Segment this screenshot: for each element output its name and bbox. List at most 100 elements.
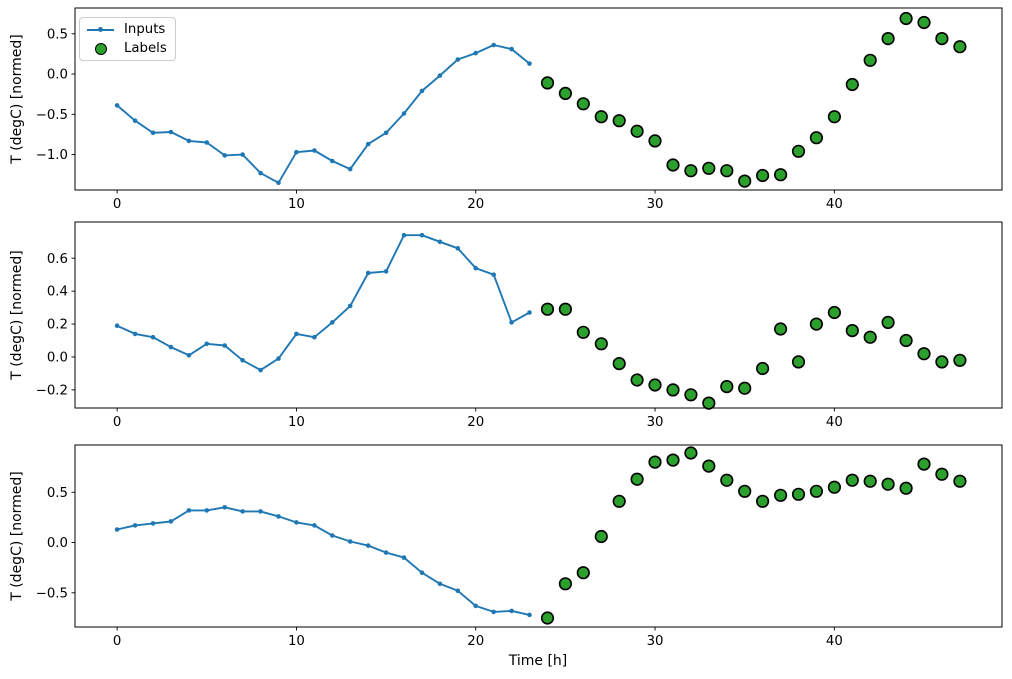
x-tick-label: 0 <box>113 415 121 430</box>
inputs-marker <box>491 272 497 278</box>
y-tick-label: −0.5 <box>36 586 68 601</box>
labels-point <box>827 110 842 124</box>
inputs-marker <box>383 130 389 136</box>
x-tick-label: 30 <box>647 634 664 649</box>
inputs-marker <box>437 239 443 245</box>
inputs-marker <box>222 505 227 510</box>
inputs-marker <box>401 232 407 238</box>
legend-label-inputs: Inputs <box>124 22 166 37</box>
inputs-marker <box>258 509 263 514</box>
inputs-marker <box>186 138 192 144</box>
axes-frame-subplot-1 <box>74 7 1003 191</box>
x-tick-label: 10 <box>288 634 305 649</box>
labels-point <box>899 481 913 495</box>
x-tick-label: 30 <box>647 197 664 212</box>
labels-point <box>558 86 573 100</box>
labels-point <box>702 459 716 473</box>
inputs-marker <box>276 180 281 186</box>
labels-point <box>720 473 734 487</box>
inputs-marker <box>294 520 299 525</box>
inputs-marker <box>204 140 210 145</box>
labels-point <box>845 473 859 487</box>
inputs-marker <box>419 88 425 94</box>
labels-point <box>809 131 824 145</box>
inputs-marker <box>347 303 353 309</box>
x-axis-label: Time [h] <box>508 653 568 669</box>
labels-point <box>666 158 680 172</box>
inputs-marker <box>132 331 138 337</box>
x-tick-label: 0 <box>113 634 121 649</box>
inputs-marker <box>114 323 120 329</box>
inputs-marker <box>276 514 281 519</box>
y-tick-label: 0.5 <box>47 27 68 42</box>
x-tick-label: 40 <box>826 634 843 649</box>
labels-point <box>576 325 590 339</box>
legend-label-labels: Labels <box>124 41 167 56</box>
labels-point <box>594 110 608 124</box>
labels-point <box>720 380 734 394</box>
labels-point <box>827 480 842 494</box>
labels-point <box>612 357 626 371</box>
inputs-marker <box>419 570 425 575</box>
axes-frame-subplot-3 <box>74 444 1003 628</box>
legend-item-labels: Labels <box>87 39 169 58</box>
x-tick-label: 40 <box>826 415 843 430</box>
inputs-marker <box>240 509 245 514</box>
labels-point <box>773 488 788 502</box>
y-tick-label: 0.2 <box>47 318 68 333</box>
legend-item-inputs: Inputs <box>87 20 169 39</box>
inputs-marker <box>527 61 532 66</box>
labels-point <box>666 383 680 397</box>
labels-point <box>917 347 931 361</box>
inputs-marker <box>312 523 317 528</box>
labels-point <box>755 494 770 508</box>
inputs-marker <box>330 320 335 325</box>
labels-point <box>648 378 662 392</box>
inputs-marker <box>527 612 532 618</box>
labels-point <box>863 330 877 344</box>
inputs-marker <box>168 129 174 135</box>
inputs-marker <box>491 609 497 615</box>
labels-point <box>845 77 859 92</box>
inputs-marker <box>294 331 299 337</box>
labels-point <box>791 144 806 158</box>
y-axis-label-subplot-1: T (degC) [normed] <box>9 34 25 164</box>
labels-point <box>881 315 895 330</box>
labels-point <box>917 15 931 30</box>
inputs-marker <box>294 149 299 155</box>
y-tick-label: 0.0 <box>47 351 68 366</box>
inputs-marker <box>509 320 514 325</box>
labels-point <box>558 302 573 316</box>
labels-point <box>881 31 895 46</box>
inputs-line <box>116 234 530 372</box>
labels-point <box>809 484 824 498</box>
labels-circle-swatch <box>87 42 114 55</box>
inputs-marker <box>401 555 407 560</box>
inputs-line-icon <box>87 27 114 32</box>
inputs-marker <box>509 46 514 52</box>
y-tick-label: 0.4 <box>47 285 68 300</box>
labels-point <box>594 337 608 351</box>
labels-point <box>540 76 555 90</box>
inputs-marker <box>365 543 371 548</box>
labels-point <box>791 355 806 369</box>
y-tick-label: 0.0 <box>47 68 68 83</box>
labels-point <box>773 322 788 336</box>
x-tick-label: 40 <box>826 197 843 212</box>
labels-point <box>558 577 573 591</box>
labels-point <box>827 305 842 320</box>
inputs-marker <box>204 341 210 347</box>
inputs-line <box>116 506 530 616</box>
inputs-line-swatch <box>87 27 114 32</box>
inputs-marker <box>347 539 353 544</box>
labels-point <box>953 474 967 488</box>
inputs-marker <box>401 111 407 116</box>
inputs-marker <box>527 310 532 315</box>
inputs-marker <box>222 153 227 158</box>
labels-point <box>540 302 555 316</box>
labels-point <box>612 114 626 128</box>
labels-point <box>666 453 680 467</box>
inputs-marker <box>419 232 425 238</box>
inputs-marker <box>365 270 371 276</box>
